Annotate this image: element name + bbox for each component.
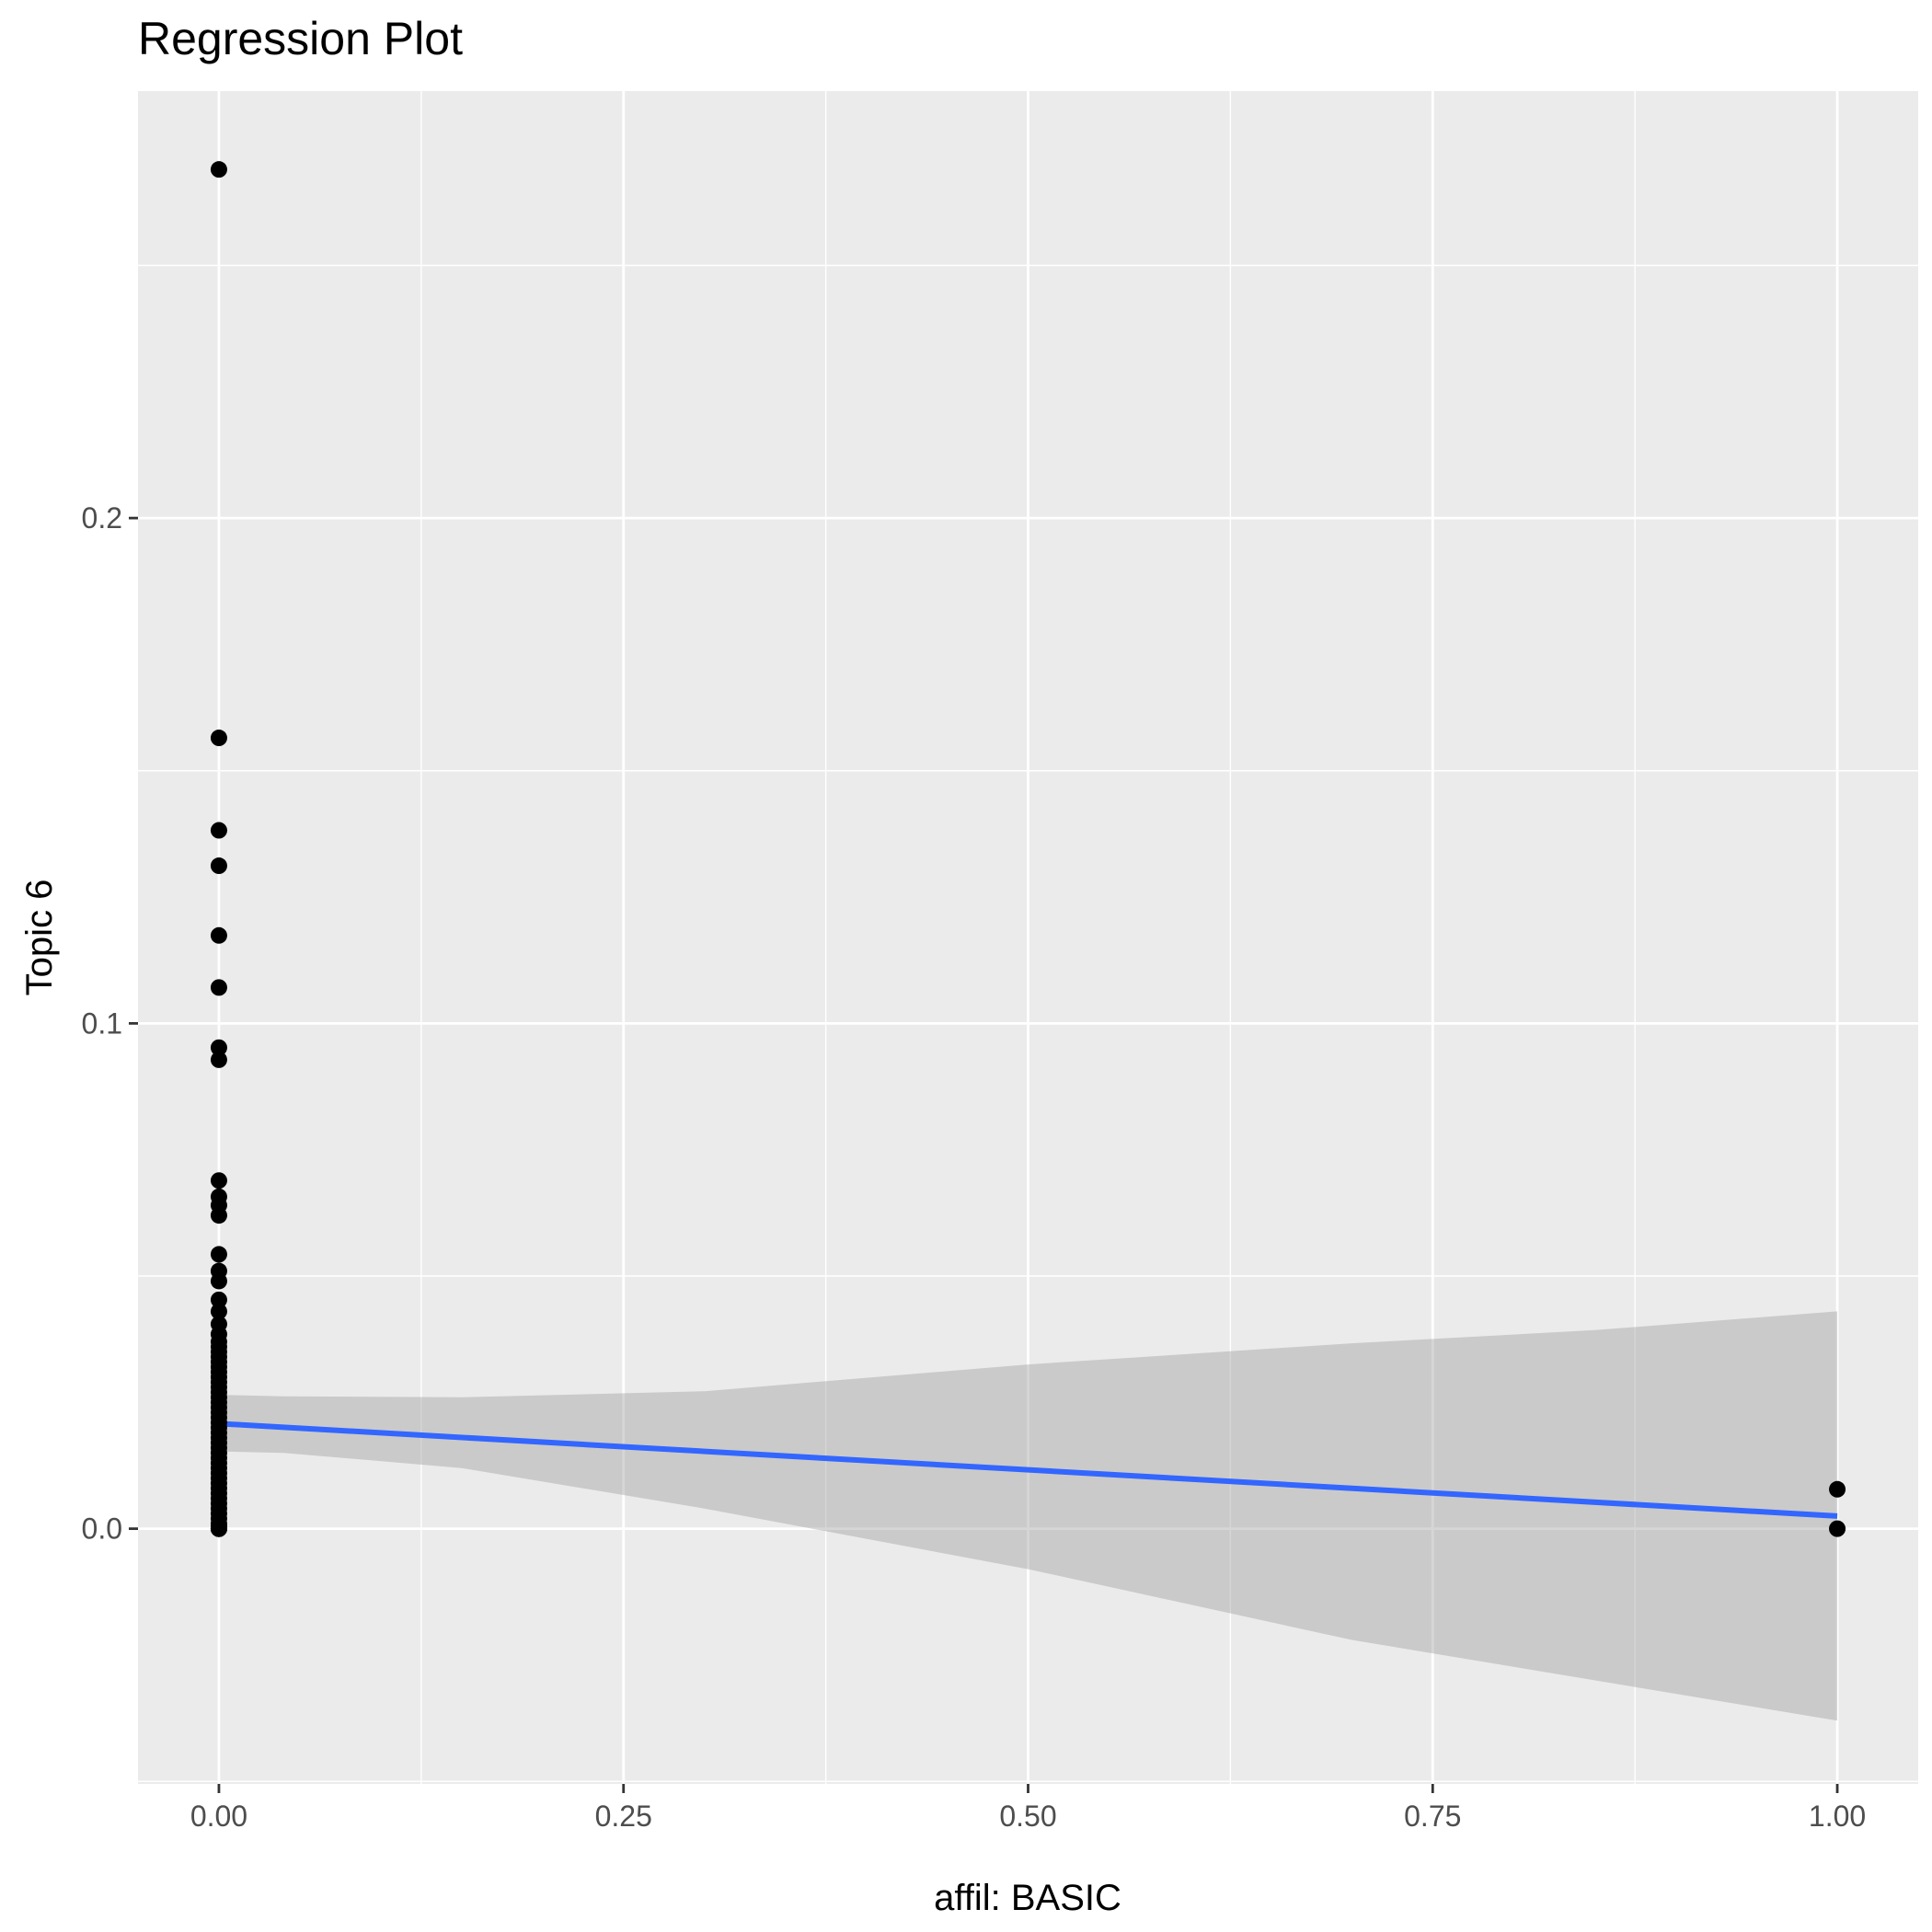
data-point (210, 1039, 227, 1056)
x-axis: 0.00 0.25 0.50 0.75 1.00 (190, 1784, 1866, 1833)
x-axis-label: affil: BASIC (934, 1878, 1121, 1918)
y-tick-label: 0.1 (82, 1006, 122, 1040)
chart-title: Regression Plot (138, 13, 463, 64)
fit-line-layer (218, 1420, 1838, 1519)
major-gridlines (138, 91, 1918, 1784)
data-point (210, 1207, 227, 1225)
data-point (210, 1303, 227, 1320)
x-tick-label: 0.00 (190, 1800, 247, 1833)
data-point (210, 730, 227, 747)
data-point (210, 1291, 227, 1308)
y-axis: 0.0 0.1 0.2 (82, 501, 138, 1546)
data-point (210, 1272, 227, 1290)
data-point (210, 161, 227, 178)
data-point (1829, 1520, 1846, 1537)
x-tick-label: 1.00 (1809, 1800, 1866, 1833)
regression-line (218, 1420, 1838, 1519)
y-tick-label: 0.2 (82, 501, 122, 535)
data-point (210, 857, 227, 875)
x-tick-label: 0.25 (595, 1800, 652, 1833)
data-point (210, 1246, 227, 1263)
data-point (210, 1051, 227, 1068)
y-axis-label: Topic 6 (19, 880, 60, 996)
data-point (210, 926, 227, 944)
confidence-band (219, 1311, 1837, 1721)
data-point (210, 1520, 227, 1537)
points-layer (210, 161, 1846, 1537)
data-point (210, 979, 227, 996)
y-tick-label: 0.0 (82, 1512, 122, 1546)
x-tick-label: 0.75 (1404, 1800, 1461, 1833)
x-tick-label: 0.50 (999, 1800, 1056, 1833)
data-point (1829, 1480, 1846, 1498)
data-point (210, 1172, 227, 1190)
data-point (210, 822, 227, 839)
confidence-band-layer (219, 1311, 1837, 1721)
